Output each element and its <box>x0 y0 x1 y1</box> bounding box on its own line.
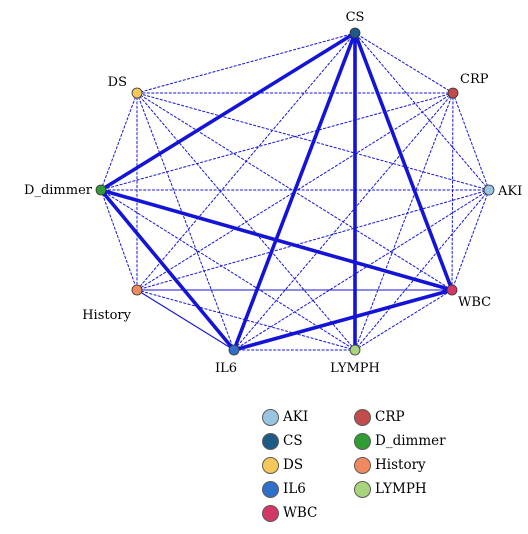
legend-label: CS <box>283 433 303 449</box>
weak-edge-D_dimmer-LYMPH <box>100 189 356 351</box>
legend-label: History <box>375 457 426 473</box>
legend-label: CRP <box>375 409 405 425</box>
legend-item-WBC: WBC <box>262 501 354 525</box>
legend-swatch <box>262 480 279 498</box>
node-CS <box>349 27 361 39</box>
legend-item-D_dimmer: D_dimmer <box>354 429 474 453</box>
node-IL6 <box>228 344 240 356</box>
legend-swatch <box>354 432 371 450</box>
strong-edge-D_dimmer-IL6 <box>99 188 236 352</box>
node-D_dimmer <box>95 184 107 196</box>
weak-edge-CRP-D_dimmer <box>100 92 454 191</box>
node-label-CRP: CRP <box>460 72 489 87</box>
weak-edge-AKI-CRP <box>452 92 490 191</box>
legend-item-DS: DS <box>262 453 354 477</box>
legend-label: WBC <box>283 505 318 521</box>
legend-label: D_dimmer <box>375 433 446 449</box>
node-label-WBC: WBC <box>458 295 491 310</box>
weak-edge-CRP-IL6 <box>233 92 454 351</box>
legend-item-AKI: AKI <box>262 405 354 429</box>
legend-swatch <box>262 504 279 522</box>
weak-edge-D_dimmer-History <box>100 189 138 291</box>
medium-edge-History-IL6 <box>136 289 235 351</box>
legend-item-CS: CS <box>262 429 354 453</box>
strong-edge-CS-D_dimmer <box>99 31 357 192</box>
legend-swatch <box>354 480 371 498</box>
legend-swatch <box>262 456 279 474</box>
node-label-CS: CS <box>346 10 365 25</box>
medium-edges <box>136 289 453 351</box>
node-label-DS: DS <box>108 75 127 90</box>
strong-edge-IL6-WBC <box>232 288 454 352</box>
node-label-History: History <box>82 308 131 323</box>
node-label-AKI: AKI <box>497 184 522 199</box>
nodes <box>95 27 495 356</box>
node-History <box>131 284 143 296</box>
legend-label: DS <box>283 457 304 473</box>
weak-edge-CRP-CS <box>354 32 454 94</box>
legend-swatch <box>262 432 279 450</box>
weak-edge-CS-DS <box>136 32 356 94</box>
weak-edge-AKI-LYMPH <box>354 189 490 351</box>
weak-edge-CRP-LYMPH <box>354 92 454 351</box>
strong-edge-CS-WBC <box>353 31 454 292</box>
weak-edge-LYMPH-WBC <box>354 289 453 351</box>
legend: AKI CRP CS D_dimmer DS History IL6 LYMPH WBC <box>262 405 492 525</box>
legend-label: LYMPH <box>375 481 427 497</box>
legend-item-History: History <box>354 453 474 477</box>
legend-swatch <box>354 456 371 474</box>
legend-item-IL6: IL6 <box>262 477 354 501</box>
node-LYMPH <box>349 344 361 356</box>
legend-label: IL6 <box>283 481 306 497</box>
node-AKI <box>483 184 495 196</box>
weak-edge-DS-LYMPH <box>136 92 356 351</box>
legend-swatch <box>262 408 279 426</box>
node-DS <box>131 87 143 99</box>
weak-edge-History-LYMPH <box>136 289 356 351</box>
weak-edge-D_dimmer-DS <box>100 92 138 191</box>
legend-swatch <box>354 408 371 426</box>
strong-edge-CS-IL6 <box>232 31 357 352</box>
legend-label: AKI <box>283 409 309 425</box>
strong-edge-D_dimmer-WBC <box>99 188 454 292</box>
node-label-D_dimmer: D_dimmer <box>24 183 93 198</box>
weak-edge-AKI-IL6 <box>233 189 490 351</box>
legend-item-CRP: CRP <box>354 405 474 429</box>
node-labels: AKI CRP CS D_dimmer DS History IL6 LYMPH WBC <box>24 10 522 376</box>
node-label-LYMPH: LYMPH <box>330 361 380 376</box>
strong-edges <box>99 31 454 352</box>
node-label-IL6: IL6 <box>215 361 237 376</box>
weak-edge-AKI-WBC <box>451 189 490 291</box>
weak-edge-AKI-CS <box>354 32 490 191</box>
weak-edge-DS-IL6 <box>136 92 235 351</box>
legend-item-LYMPH: LYMPH <box>354 477 474 501</box>
node-WBC <box>446 284 458 296</box>
weak-edge-AKI-History <box>136 189 490 291</box>
weak-edge-CRP-WBC <box>451 92 454 291</box>
node-CRP <box>447 87 459 99</box>
